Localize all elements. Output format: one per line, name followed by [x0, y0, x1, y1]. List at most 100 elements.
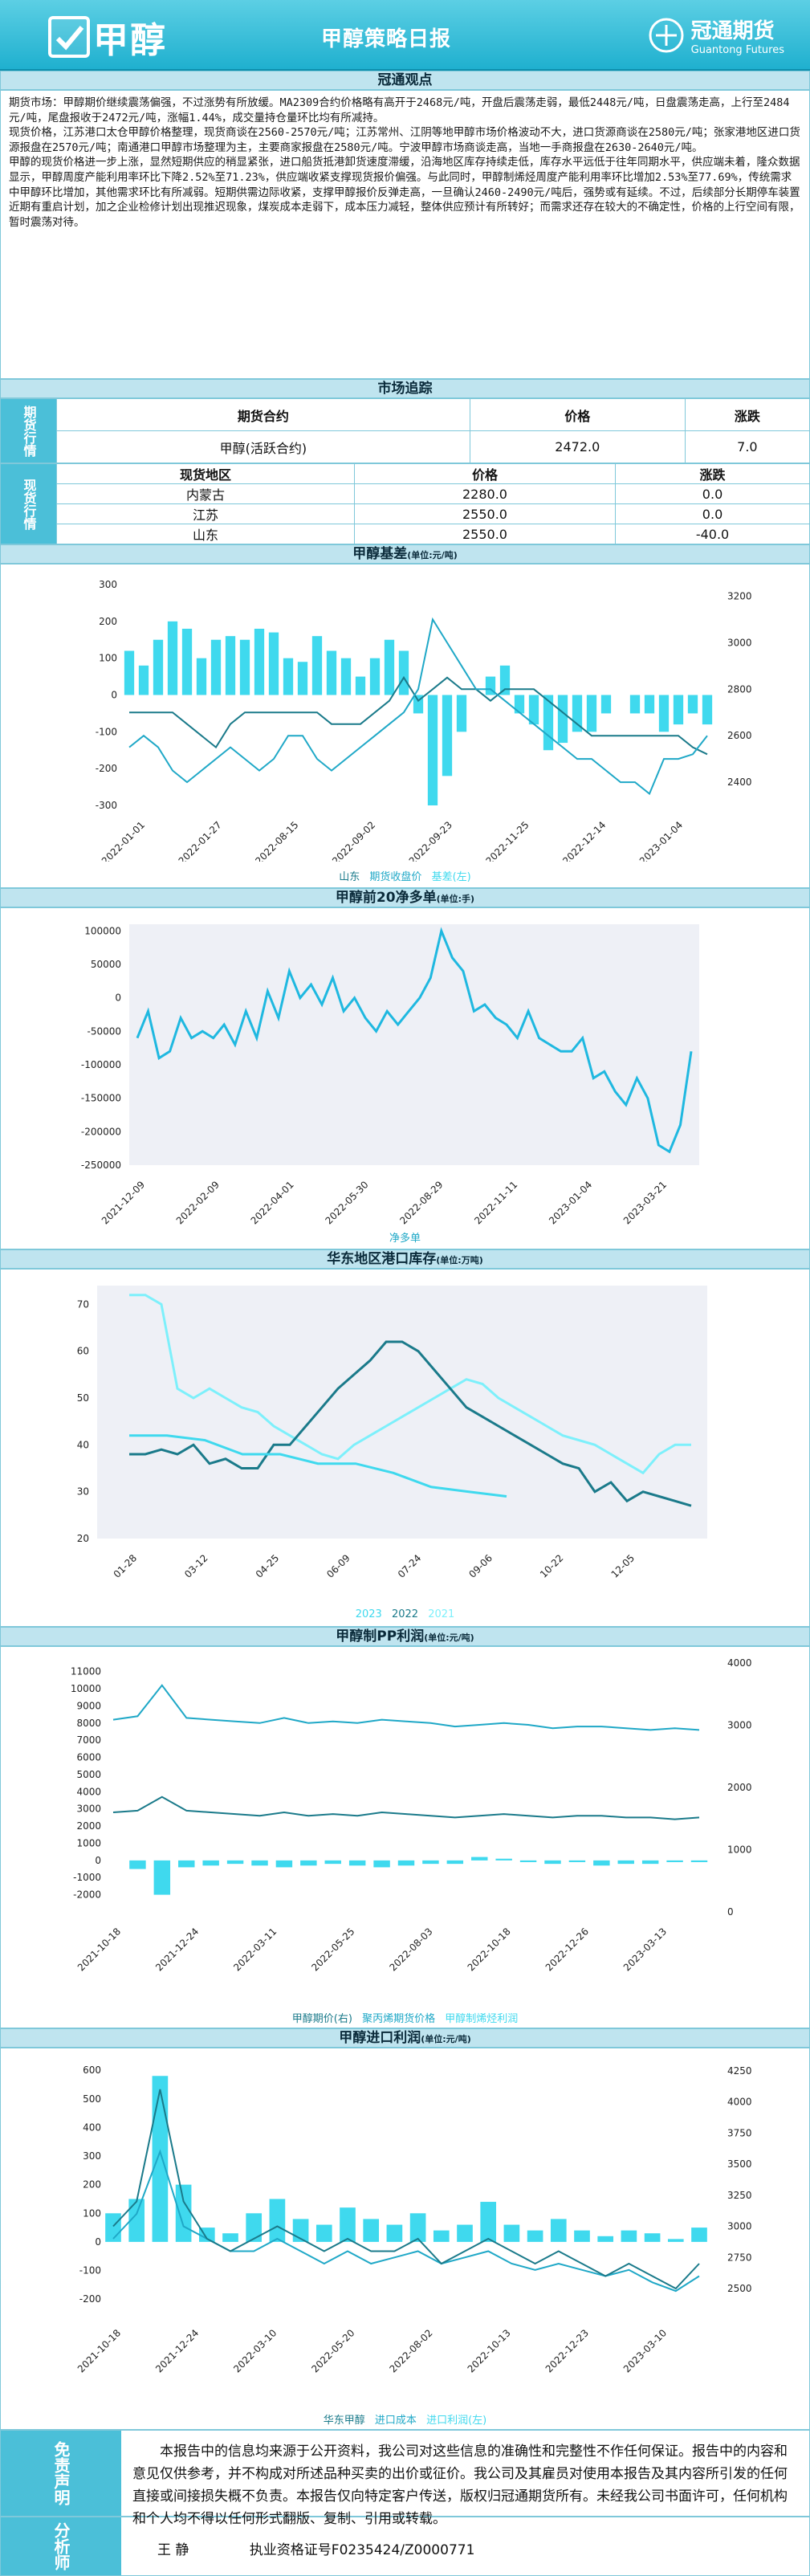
pp-title: 甲醇制PP利润	[336, 1628, 425, 1645]
legend-methanol: 甲醇期价(右)	[291, 2013, 352, 2025]
port-chart-svg: 20 30 40 50 60 70 01-28 03-12 04-25 06-09 07-24 09-…	[77, 1286, 707, 1580]
basis-bar	[138, 665, 149, 695]
port-x-tick: 09-06	[466, 1552, 495, 1580]
section-net-long: 甲醇前20净多单(单位:手)	[0, 888, 810, 907]
series-2023-line	[129, 1434, 507, 1498]
net-long-legend: 净多单	[1, 1229, 809, 1245]
import-title: 甲醇进口利润	[339, 2030, 421, 2046]
basis-x-tick: 2022-09-23	[407, 819, 454, 862]
olefin-profit-bar	[202, 1860, 219, 1866]
east-china-line	[112, 2089, 700, 2290]
port-title: 华东地区港口库存	[327, 1251, 437, 1267]
pp-left-y-tick: -2000	[73, 1889, 101, 1901]
import-profit-bar	[480, 2202, 497, 2242]
basis-bar	[456, 695, 467, 732]
basis-left-y-tick: 300	[99, 579, 117, 590]
port-y-tick: 60	[77, 1346, 89, 1357]
basis-bar	[124, 650, 135, 695]
analyst-license: 执业资格证号F0235424/Z0000771	[249, 2542, 475, 2558]
pp-legend: 甲醇期价(右) 聚丙烯期货价格 甲醇制烯烃利润	[1, 2010, 809, 2025]
pp-right-y-tick: 2000	[727, 1782, 752, 1793]
olefin-profit-bar	[471, 1857, 488, 1861]
net-long-y-tick: -50000	[87, 1025, 121, 1037]
pp-x-tick: 2022-12-26	[543, 1926, 591, 1973]
import-chart-svg: -200 -100 0 100 200 300 400 500 600 2500 2750 3000 3…	[75, 2064, 752, 2374]
spot-header-region: 现货地区	[56, 463, 355, 484]
basis-right-y-tick: 3200	[727, 590, 752, 601]
legend-net-long: 净多单	[389, 1233, 421, 1245]
basis-right-y-tick: 2600	[727, 730, 752, 741]
port-x-tick: 07-24	[396, 1552, 424, 1580]
basis-right-y-tick: 2800	[727, 683, 752, 695]
basis-x-tick: 2022-12-14	[560, 819, 608, 862]
basis-title: 甲醇基差	[352, 546, 408, 562]
futures-table: 期货行情 期货合约 价格 涨跌 甲醇(活跃合约) 2472.0 7.0	[0, 398, 810, 463]
basis-bar	[268, 632, 279, 695]
pp-left-y-tick: 0	[95, 1855, 101, 1866]
port-x-tick: 01-28	[112, 1552, 140, 1580]
import-profit-bar	[315, 2224, 332, 2242]
import-x-tick: 2022-08-02	[387, 2327, 434, 2374]
basis-bar	[297, 662, 308, 695]
pp-left-y-tick: 10000	[71, 1683, 101, 1694]
olefin-profit-bar	[251, 1860, 268, 1866]
legend-shandong: 山东	[339, 871, 360, 883]
futures-change: 7.0	[684, 430, 810, 463]
import-profit-bar	[527, 2230, 543, 2242]
import-right-y-tick: 3250	[727, 2190, 752, 2201]
basis-bar	[384, 639, 395, 695]
disclaimer-label: 免责声明	[1, 2431, 121, 2516]
import-profit-bar	[644, 2233, 661, 2242]
olefin-profit-bar	[568, 1860, 586, 1862]
basis-left-y-tick: -100	[96, 726, 117, 737]
basis-bar	[644, 695, 655, 714]
basis-x-tick: 2022-01-01	[100, 819, 147, 862]
company-name-en: Guantong Futures	[690, 44, 784, 56]
basis-bar	[557, 695, 568, 744]
pp-left-y-tick: -1000	[73, 1872, 101, 1883]
pp-x-tick: 2021-10-18	[75, 1926, 123, 1973]
net-long-x-tick: 2022-11-11	[472, 1179, 519, 1225]
olefin-profit-bar	[593, 1860, 610, 1866]
legend-pp-price: 聚丙烯期货价格	[362, 2013, 436, 2025]
disclaimer: 免责声明 本报告中的信息均来源于公开资料，我公司对这些信息的准确性和完整性不作任…	[0, 2430, 810, 2527]
import-legend: 华东甲醇 进口成本 进口利润(左)	[1, 2411, 809, 2427]
basis-bar	[369, 658, 381, 695]
basis-x-tick: 2022-01-27	[177, 819, 224, 862]
net-long-y-tick: -150000	[81, 1093, 121, 1104]
olefin-profit-bar	[129, 1860, 146, 1869]
port-x-tick: 12-05	[609, 1552, 637, 1580]
pp-x-tick: 2022-10-18	[466, 1926, 513, 1973]
spot-label: 现货行情	[0, 463, 57, 544]
import-profit-bar	[457, 2224, 473, 2242]
basis-bar	[239, 639, 250, 695]
import-profit-bar	[433, 2230, 450, 2242]
olefin-profit-bar	[422, 1860, 439, 1865]
basis-bar	[543, 695, 554, 751]
pp-chart: -2000 -1000 0 1000 2000 3000 4000 5000 6000 7000 8…	[0, 1646, 810, 2028]
spot-header-price: 价格	[353, 463, 617, 484]
basis-bar	[442, 695, 453, 776]
net-long-y-tick: 50000	[91, 959, 121, 970]
net-long-y-tick: -100000	[81, 1059, 121, 1070]
basis-bar	[629, 695, 641, 714]
product-title: 甲醇	[93, 20, 167, 61]
port-x-tick: 04-25	[254, 1552, 282, 1580]
basis-left-y-tick: -200	[96, 763, 117, 774]
basis-bar	[586, 695, 597, 732]
olefin-profit-bar	[153, 1860, 171, 1895]
net-long-x-tick: 2022-05-30	[323, 1179, 370, 1225]
pp-chart-svg: -2000 -1000 0 1000 2000 3000 4000 5000 6000 7000 8…	[71, 1657, 752, 1973]
basis-chart-svg: -300 -200 -100 0 100 200 300 2400 2600 2800 3000 32…	[96, 579, 752, 866]
pp-right-y-tick: 4000	[727, 1657, 752, 1669]
futures-price: 2472.0	[469, 430, 686, 463]
analyst-name: 王 静	[157, 2542, 189, 2558]
port-x-tick: 06-09	[324, 1552, 352, 1580]
net-long-x-tick: 2023-01-04	[547, 1179, 594, 1225]
basis-bar	[254, 629, 265, 695]
legend-import-profit: 进口利润(左)	[426, 2415, 487, 2427]
basis-bar	[196, 658, 207, 695]
net-long-plot-area	[129, 924, 699, 1165]
pp-left-y-tick: 4000	[76, 1786, 101, 1797]
olefin-profit-bar	[397, 1860, 415, 1866]
